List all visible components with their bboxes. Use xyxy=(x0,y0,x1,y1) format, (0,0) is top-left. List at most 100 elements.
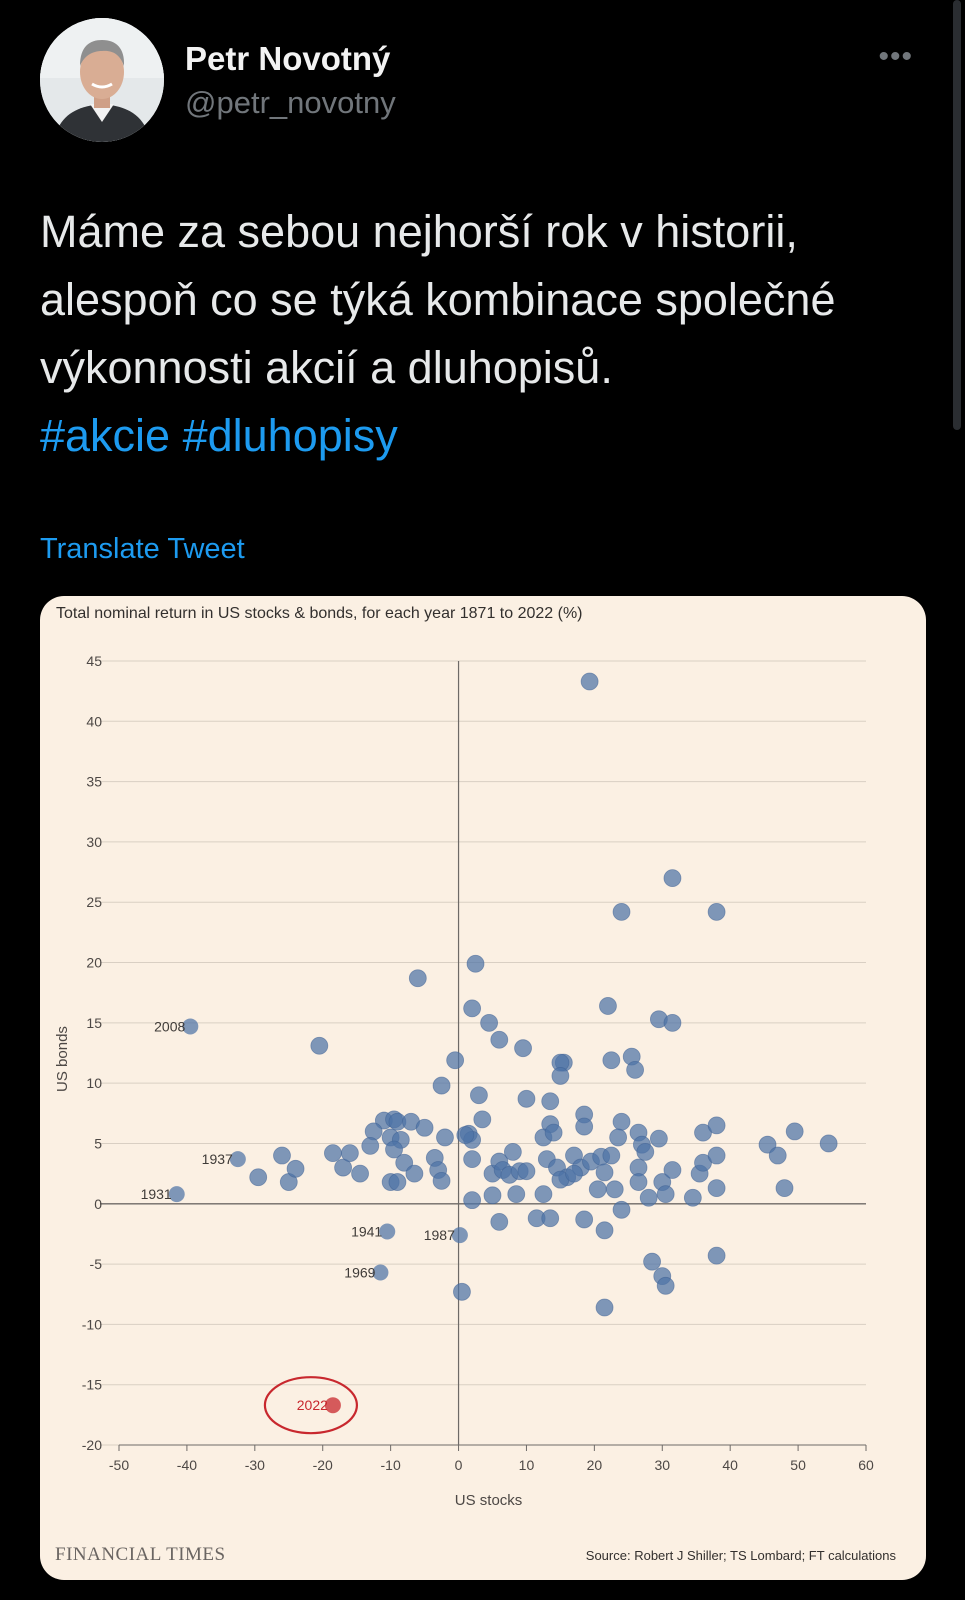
labeled-point xyxy=(372,1264,389,1281)
scatter-point xyxy=(324,1144,342,1163)
scatter-point xyxy=(408,969,427,988)
scatter-point xyxy=(334,1158,353,1177)
scatter-point xyxy=(463,1191,482,1210)
scatter-point xyxy=(385,1140,403,1159)
scatter-point xyxy=(463,999,482,1018)
avatar-image xyxy=(40,18,164,142)
scatter-point xyxy=(639,1188,658,1207)
translate-tweet-link[interactable]: Translate Tweet xyxy=(40,533,245,565)
tweet-text: Máme za sebou nejhorší rok v historii, a… xyxy=(40,198,920,470)
scatter-point xyxy=(819,1134,838,1153)
scatter-point xyxy=(388,1173,407,1191)
scatter-point xyxy=(432,1171,451,1190)
scatter-point xyxy=(643,1252,661,1271)
scatter-point xyxy=(273,1146,291,1165)
highlight-ring xyxy=(263,1376,359,1435)
y-tick-label: 10 xyxy=(86,1075,102,1091)
x-tick-label: 30 xyxy=(654,1457,670,1473)
scatter-point xyxy=(575,1210,594,1229)
scatter-point xyxy=(595,1221,614,1240)
scatter-point xyxy=(609,1128,628,1147)
y-tick-label: -20 xyxy=(82,1437,102,1453)
scatter-point xyxy=(473,1110,492,1129)
y-tick-label: 25 xyxy=(86,894,102,910)
scatter-point xyxy=(517,1089,536,1108)
point-label: 1931 xyxy=(141,1186,172,1202)
author-handle[interactable]: @petr_novotny xyxy=(185,85,396,120)
scatter-point xyxy=(612,902,631,921)
scatter-point xyxy=(541,1092,560,1111)
scatter-point xyxy=(663,1161,682,1179)
hashtag-dluhopisy[interactable]: #dluhopisy xyxy=(182,410,398,461)
chart-card[interactable]: Total nominal return in US stocks & bond… xyxy=(40,596,926,1580)
scatter-point xyxy=(466,954,485,973)
scatter-point xyxy=(436,1128,454,1147)
scatter-point xyxy=(707,1246,726,1265)
scatter-point xyxy=(351,1164,369,1183)
scatter-point xyxy=(575,1117,594,1136)
scatter-point xyxy=(483,1186,502,1205)
scatter-point xyxy=(456,1126,475,1144)
scatter-point xyxy=(580,672,599,691)
scatter-point xyxy=(626,1060,645,1079)
scatter-point xyxy=(595,1298,614,1317)
scatter-point xyxy=(490,1030,509,1049)
scrollbar[interactable] xyxy=(953,0,961,430)
scatter-point xyxy=(707,1146,726,1165)
author-name[interactable]: Petr Novotný xyxy=(185,40,391,77)
scatter-point xyxy=(415,1118,434,1137)
chart-title: Total nominal return in US stocks & bond… xyxy=(56,605,583,622)
scatter-point xyxy=(286,1159,305,1178)
y-tick-label: 5 xyxy=(94,1135,102,1151)
scatter-point xyxy=(453,1282,471,1301)
scatter-point xyxy=(340,1144,359,1163)
scatter-point xyxy=(490,1212,509,1231)
point-label: 2022 xyxy=(297,1397,328,1413)
labeled-point xyxy=(182,1018,199,1035)
scatter-point xyxy=(551,1067,570,1085)
avatar[interactable] xyxy=(40,18,164,142)
x-tick-label: -50 xyxy=(109,1457,129,1473)
y-tick-label: 45 xyxy=(86,653,102,669)
x-tick-label: -40 xyxy=(177,1457,197,1473)
more-options-icon[interactable]: ••• xyxy=(878,40,913,73)
y-tick-label: 35 xyxy=(86,774,102,790)
scatter-point xyxy=(775,1179,794,1197)
scatter-point xyxy=(663,869,682,888)
scatter-point xyxy=(544,1123,563,1142)
scatter-point xyxy=(588,1180,607,1199)
scatter-point xyxy=(636,1143,655,1161)
labeled-point xyxy=(168,1186,185,1203)
labeled-point xyxy=(324,1397,341,1414)
y-tick-label: 40 xyxy=(86,713,102,729)
scatter-point xyxy=(595,1163,614,1182)
point-label: 1969 xyxy=(344,1265,375,1281)
scatter-point xyxy=(707,902,726,921)
scatter-point xyxy=(541,1209,560,1228)
y-tick-label: -5 xyxy=(90,1256,103,1272)
scatter-point xyxy=(565,1164,583,1183)
labeled-point xyxy=(379,1223,396,1240)
x-tick-label: 0 xyxy=(455,1457,463,1473)
scatter-point xyxy=(612,1112,631,1131)
scatter-point xyxy=(663,1013,682,1032)
labeled-point xyxy=(451,1227,468,1244)
hashtag-akcie[interactable]: #akcie xyxy=(40,410,171,461)
x-tick-label: -20 xyxy=(313,1457,333,1473)
scatter-point xyxy=(612,1200,631,1219)
scatter-point xyxy=(507,1185,526,1204)
y-tick-label: 15 xyxy=(86,1015,102,1031)
scatter-point xyxy=(514,1039,532,1058)
y-tick-label: -10 xyxy=(82,1316,102,1332)
scatter-point xyxy=(707,1179,726,1197)
scatter-point xyxy=(361,1136,380,1155)
tweet-body: Máme za sebou nejhorší rok v historii, a… xyxy=(40,206,836,393)
scatter-point xyxy=(480,1013,499,1032)
y-axis-title: US bonds xyxy=(54,1026,71,1092)
point-label: 1941 xyxy=(351,1224,382,1240)
scatter-point xyxy=(249,1168,268,1187)
x-tick-label: 40 xyxy=(722,1457,738,1473)
scatter-point xyxy=(768,1146,787,1165)
x-tick-label: 50 xyxy=(790,1457,806,1473)
